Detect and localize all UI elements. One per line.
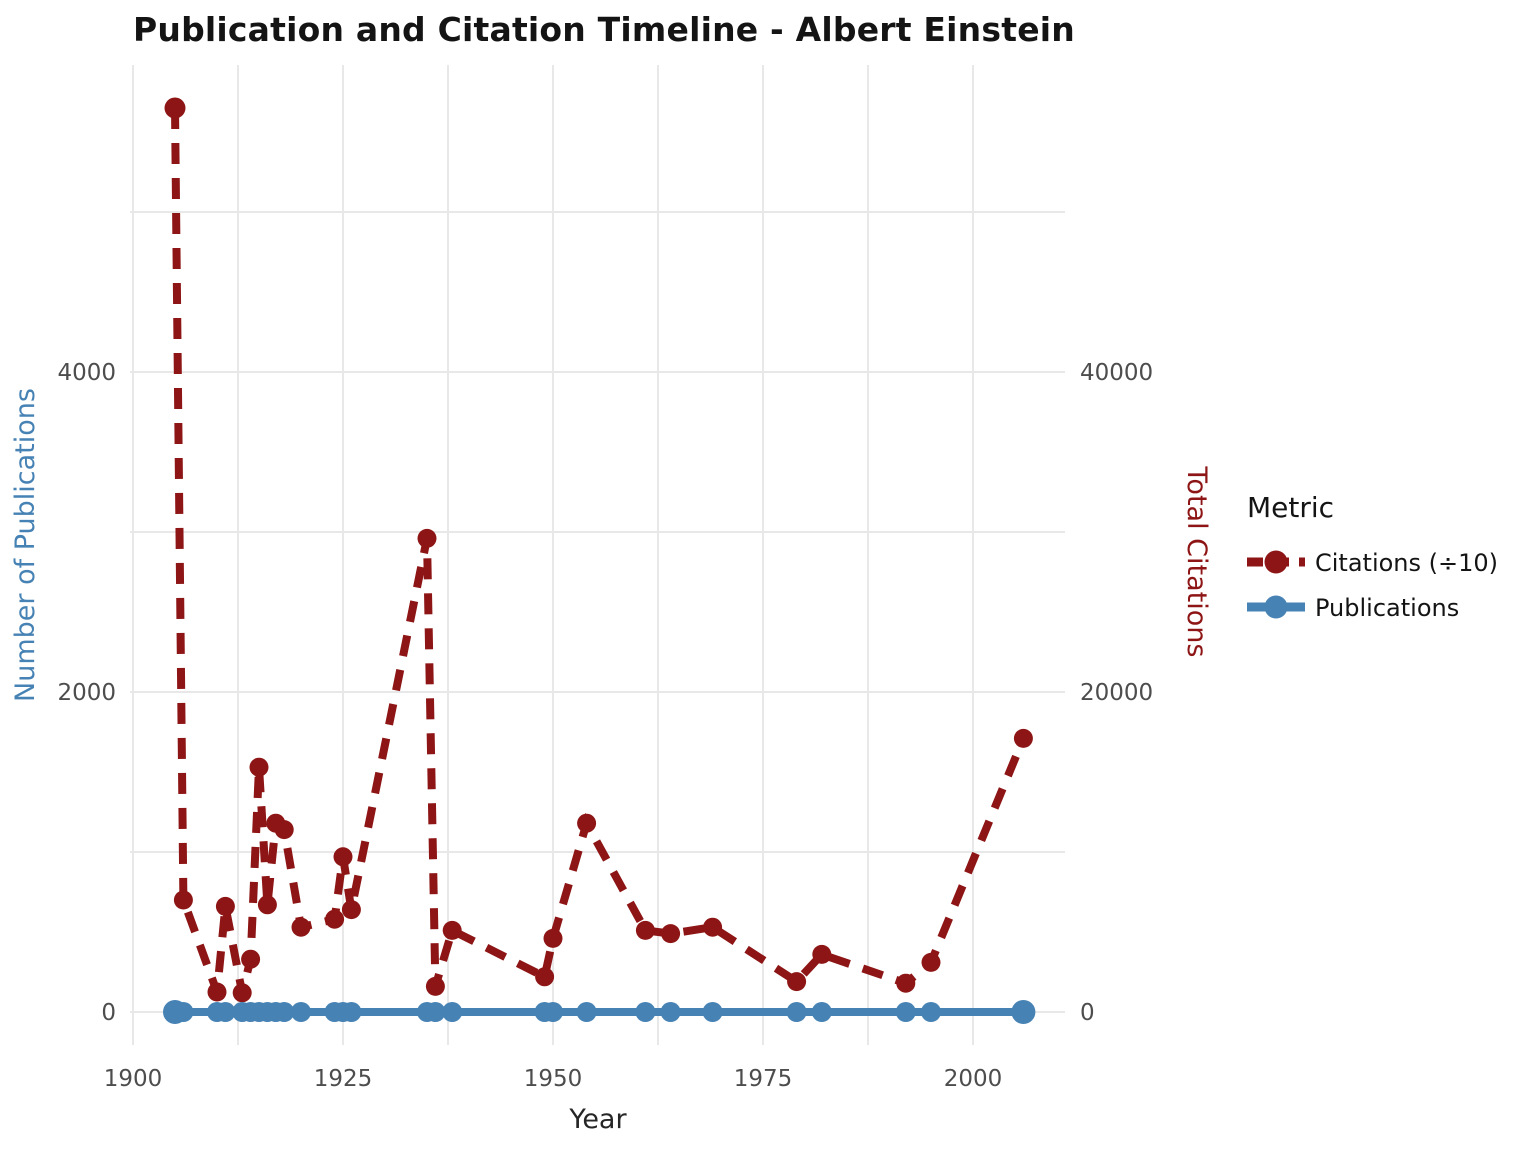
publications-point (635, 1002, 656, 1022)
citations-point (812, 944, 832, 964)
citations-point (291, 917, 311, 937)
citations-point (425, 976, 445, 996)
publications-point (660, 1002, 681, 1022)
citations-point (333, 847, 353, 867)
publications-point (921, 1002, 941, 1022)
citations-point (274, 820, 294, 840)
chart-title: Publication and Citation Timeline - Albe… (133, 10, 1075, 49)
citations-point (207, 982, 227, 1002)
legend-title: Metric (1247, 491, 1334, 524)
citations-point (215, 896, 235, 916)
x-tick-label: 2000 (944, 1066, 1003, 1092)
citations-point (325, 909, 345, 929)
y-left-axis-label: Number of Publications (10, 388, 41, 702)
citations-point (232, 983, 252, 1003)
citations-line (171, 107, 1028, 994)
citations-point (341, 900, 361, 920)
x-tick-label: 1900 (104, 1066, 163, 1092)
citations-point (787, 972, 807, 992)
citations-point (164, 97, 186, 119)
citations-point (1013, 728, 1033, 748)
citations-point (417, 528, 437, 548)
publications-point (425, 1002, 446, 1022)
y-left-tick-label: 2000 (57, 680, 116, 706)
y-right-tick-label: 20000 (1080, 680, 1153, 706)
citations-point (257, 895, 277, 915)
publications-point (274, 1002, 295, 1022)
legend-entry-label-citations: Citations (÷10) (1315, 549, 1498, 577)
publications-point (442, 1002, 463, 1022)
citations-point (249, 757, 269, 777)
publications-point (173, 1002, 194, 1022)
publications-point (341, 1002, 362, 1022)
legend-key-point (1264, 595, 1288, 619)
x-tick-label: 1950 (524, 1066, 583, 1092)
y-right-tick-label: 0 (1080, 1000, 1095, 1026)
legend-entry-label-publications: Publications (1315, 594, 1459, 622)
citations-point (442, 920, 462, 940)
publications-point (811, 1002, 832, 1022)
publications-point (576, 1002, 597, 1022)
citations-point (535, 967, 555, 987)
citations-point (173, 890, 193, 910)
citations-point (703, 917, 723, 937)
citations-point (635, 920, 655, 940)
y-right-axis-label: Total Citations (1181, 466, 1212, 658)
y-left-tick-label: 4000 (57, 360, 116, 386)
publications-point (1011, 1000, 1036, 1024)
publications-point (215, 1002, 236, 1022)
publications-point (895, 1002, 916, 1022)
citations-point (577, 813, 597, 833)
citations-point (661, 924, 681, 944)
citations-point (543, 928, 563, 948)
x-tick-label: 1925 (314, 1066, 373, 1092)
publications-point (291, 1002, 311, 1022)
citations-point (896, 973, 916, 993)
publications-point (543, 1002, 563, 1022)
y-right-tick-label: 40000 (1080, 360, 1153, 386)
citations-point (921, 952, 941, 972)
publications-point (702, 1002, 723, 1022)
citations-point (241, 949, 261, 969)
x-axis-label: Year (568, 1104, 627, 1135)
publications-point (786, 1002, 807, 1022)
legend-key-point (1264, 550, 1288, 574)
x-tick-label: 1975 (734, 1066, 793, 1092)
y-left-tick-label: 0 (101, 1000, 116, 1026)
